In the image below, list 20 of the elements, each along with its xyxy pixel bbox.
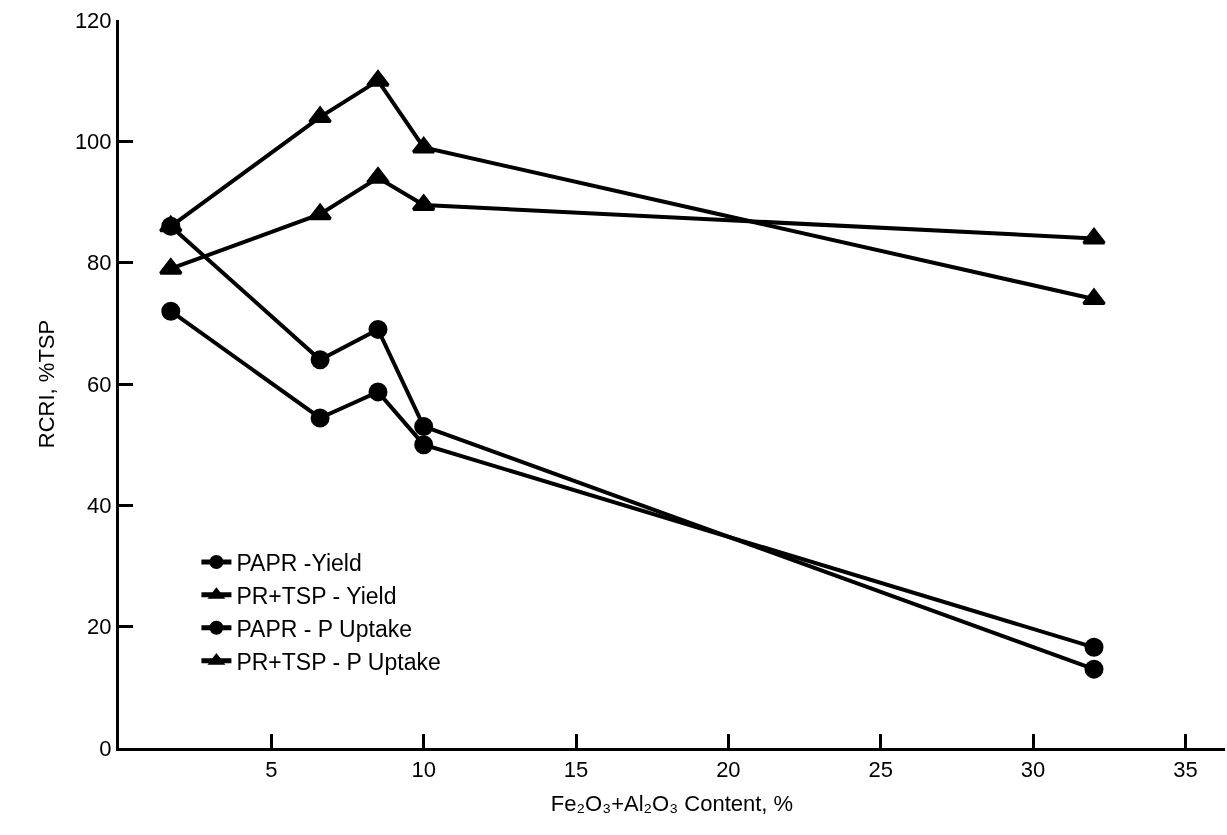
y-tick-label: 120 [74, 7, 112, 33]
legend-label: PR+TSP - P Uptake [236, 648, 441, 675]
x-tick-label: 35 [1173, 757, 1198, 783]
y-axis-title: RCRI, %TSP [33, 319, 59, 449]
x-tick-label: 30 [1020, 757, 1046, 783]
x-axis-title: Fe₂O₃+Al₂O₃ Content, % [550, 791, 794, 817]
legend-label: PAPR - P Uptake [236, 615, 412, 642]
y-tick-label: 0 [99, 735, 112, 761]
x-tick-label: 25 [868, 757, 893, 783]
x-tick-label: 15 [563, 757, 589, 783]
x-tick-label: 10 [411, 757, 436, 783]
y-tick-label: 100 [74, 129, 112, 155]
legend-label: PAPR -Yield [236, 549, 362, 576]
y-tick-label: 60 [87, 371, 112, 397]
y-tick-label: 40 [87, 493, 112, 519]
y-tick-label: 80 [87, 250, 112, 276]
legend-label: PR+TSP - Yield [236, 582, 397, 609]
x-tick-label: 20 [716, 757, 741, 783]
x-tick-label: 5 [265, 757, 278, 783]
y-tick-label: 20 [87, 614, 112, 640]
